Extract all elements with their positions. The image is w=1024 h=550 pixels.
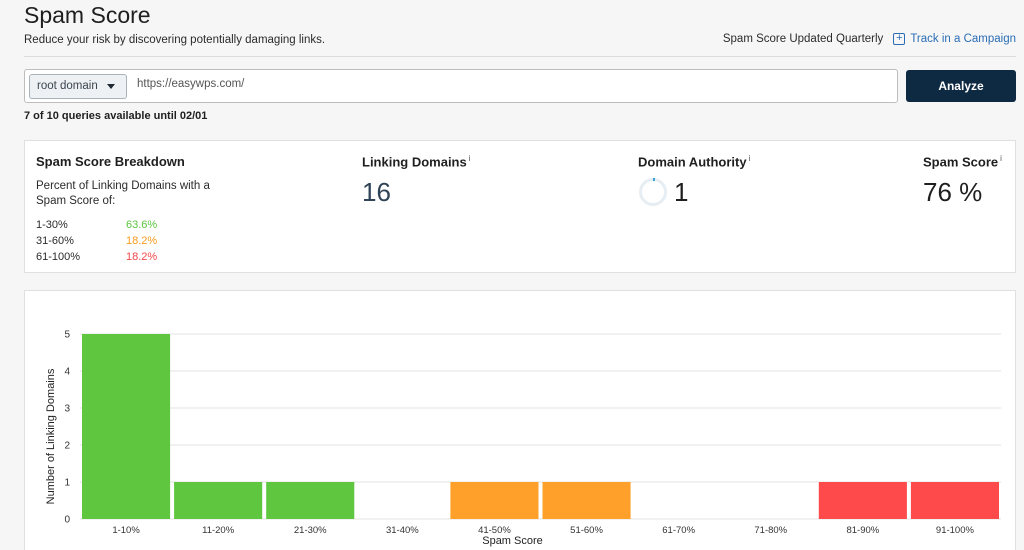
breakdown-range: 61-100% <box>36 251 81 263</box>
x-tick-label: 31-40% <box>386 525 419 536</box>
info-icon[interactable]: i <box>468 154 471 163</box>
spam-score-histogram: 0 1 2 3 4 5 1-10% 11-20% 21-30% 31-40% 41-50% 51-60… <box>45 330 1001 547</box>
y-tick-label: 3 <box>64 404 70 415</box>
x-tick-label: 91-100% <box>936 525 975 536</box>
breakdown-percent: 18.2% <box>126 235 158 247</box>
bar <box>818 482 907 519</box>
header-divider <box>24 56 1016 57</box>
x-tick-label: 51-60% <box>570 525 603 536</box>
header-actions: Spam Score Updated Quarterly + Track in … <box>723 33 1016 45</box>
bar <box>450 482 539 519</box>
queries-remaining: 7 of 10 queries available until 02/01 <box>24 110 208 122</box>
domain-authority-value: 1 <box>674 177 689 207</box>
x-tick-label: 41-50% <box>478 525 511 536</box>
spam-score-title: Spam Score i <box>923 154 1002 169</box>
linking-domains-value: 16 <box>362 177 391 207</box>
page-title: Spam Score <box>24 2 151 28</box>
domain-authority-label: Domain Authority <box>638 154 747 170</box>
x-tick-label: 71-80% <box>754 525 787 536</box>
domain-authority-title: Domain Authority i <box>638 154 750 169</box>
x-tick-label: 11-20% <box>202 525 235 536</box>
scope-dropdown[interactable]: root domain <box>29 74 127 99</box>
bar <box>542 482 631 519</box>
bar <box>174 482 263 519</box>
analyze-button[interactable]: Analyze <box>906 70 1016 102</box>
url-input[interactable] <box>137 78 877 90</box>
breakdown-range: 1-30% <box>36 219 68 231</box>
info-icon[interactable]: i <box>1000 154 1002 163</box>
spam-score-label: Spam Score <box>923 154 999 170</box>
chart-panel: 0 1 2 3 4 5 1-10% 11-20% 21-30% 31-40% 41-50% 51-60… <box>24 290 1016 550</box>
search-bar: root domain <box>24 69 898 103</box>
x-tick-label: 61-70% <box>662 525 695 536</box>
y-axis-label: Number of Linking Domains <box>45 368 57 504</box>
track-in-campaign-link[interactable]: + Track in a Campaign <box>893 33 1016 45</box>
x-tick-label: 81-90% <box>846 525 879 536</box>
track-in-campaign-label: Track in a Campaign <box>910 33 1016 45</box>
breakdown-range: 31-60% <box>36 235 74 247</box>
spam-score-value: 76 % <box>923 177 983 207</box>
linking-domains-title: Linking Domains i <box>362 154 471 169</box>
bar <box>266 482 355 519</box>
breakdown-percent: 18.2% <box>126 251 158 263</box>
breakdown-description: Percent of Linking Domains with a Spam S… <box>36 180 210 207</box>
info-icon[interactable]: i <box>748 154 751 163</box>
breakdown-title: Spam Score Breakdown <box>36 154 185 169</box>
bar <box>910 482 999 519</box>
scope-dropdown-value: root domain <box>37 80 98 92</box>
caret-down-icon <box>107 84 115 89</box>
breakdown-row: 31-60% 18.2% <box>36 235 157 247</box>
x-axis-label: Spam Score <box>482 535 543 547</box>
page-subtitle: Reduce your risk by discovering potentia… <box>24 34 326 46</box>
y-tick-label: 0 <box>64 515 70 526</box>
breakdown-row: 61-100% 18.2% <box>36 251 157 263</box>
domain-authority-ring-icon <box>639 178 667 206</box>
linking-domains-label: Linking Domains <box>362 154 467 170</box>
x-tick-label: 21-30% <box>294 525 327 536</box>
x-tick-label: 1-10% <box>112 525 140 536</box>
y-tick-label: 1 <box>64 478 70 489</box>
y-tick-label: 4 <box>64 367 70 378</box>
breakdown-row: 1-30% 63.6% <box>36 219 157 231</box>
plus-icon: + <box>893 33 906 45</box>
update-frequency-note: Spam Score Updated Quarterly <box>722 33 884 45</box>
breakdown-percent: 63.6% <box>126 219 158 231</box>
y-tick-label: 5 <box>64 330 70 341</box>
y-tick-label: 2 <box>64 441 70 452</box>
bar <box>82 334 171 519</box>
stats-panel: Spam Score Breakdown Percent of Linking … <box>24 140 1016 273</box>
